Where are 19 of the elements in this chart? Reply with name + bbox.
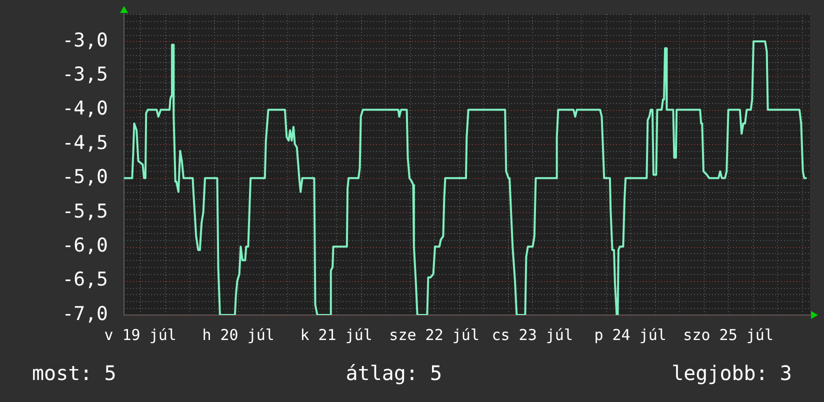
x-tick-label: cs 23 júl [492, 326, 573, 344]
y-tick-label: -5,0 [62, 166, 108, 188]
y-tick-label: -7,0 [62, 302, 108, 325]
y-tick-label: -6,5 [62, 268, 108, 291]
x-tick-label: h 20 júl [202, 326, 274, 344]
y-tick-label: -4,5 [62, 132, 108, 154]
y-tick-label: -3,0 [62, 29, 108, 52]
y-tick-label: -5,5 [62, 200, 108, 222]
y-tick-label: -6,0 [62, 234, 108, 257]
text: most: 5 [32, 360, 116, 386]
x-tick-label: k 21 júl [300, 326, 372, 344]
y-tick-label: -4,0 [62, 98, 108, 120]
x-tick-label: p 24 júl [594, 326, 666, 344]
text: legjobb: 3 [672, 360, 792, 386]
x-tick-label: szo 25 júl [683, 326, 774, 344]
x-tick-label: v 19 júl [104, 326, 176, 344]
text: átlag: 5 [346, 360, 442, 386]
y-tick-label: -3,5 [62, 64, 108, 86]
x-tick-label: sze 22 júl [389, 326, 480, 344]
